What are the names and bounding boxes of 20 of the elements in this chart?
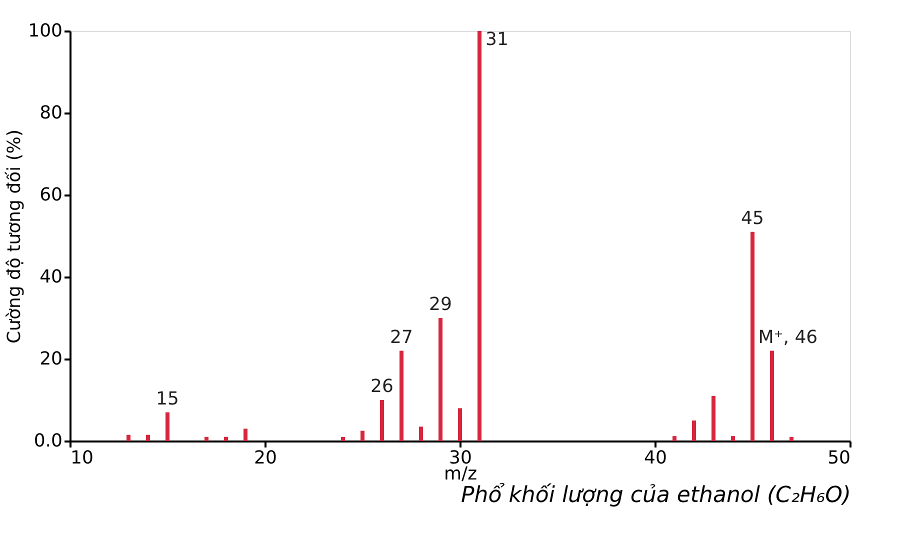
y-axis-title: Cường độ tương đối (%) <box>4 129 26 344</box>
annotation: 29 <box>429 294 452 315</box>
x-tick-label: 10 <box>70 448 94 468</box>
y-tick-label: 40 <box>40 266 62 288</box>
annotation: 31 <box>486 29 508 50</box>
y-tick-label: 80 <box>40 102 62 124</box>
x-tick-label: 20 <box>254 448 277 468</box>
y-tick-label: 100 <box>28 20 62 42</box>
annotation: M⁺, 46 <box>758 326 818 348</box>
y-tick-label: 0.0 <box>34 430 62 452</box>
x-tick-label: 50 <box>828 448 850 468</box>
y-tick-label: 20 <box>40 348 62 370</box>
x-axis-title: m/z <box>444 464 478 484</box>
annotation: 26 <box>370 376 394 397</box>
annotation: 45 <box>741 208 764 229</box>
annotation: 15 <box>156 388 179 410</box>
x-tick-label: 40 <box>644 448 667 468</box>
annotation: 27 <box>390 326 413 348</box>
text: Phổ khối lượng của ethanol (C₂H₆O) <box>461 483 851 508</box>
y-tick-label: 60 <box>40 184 62 206</box>
